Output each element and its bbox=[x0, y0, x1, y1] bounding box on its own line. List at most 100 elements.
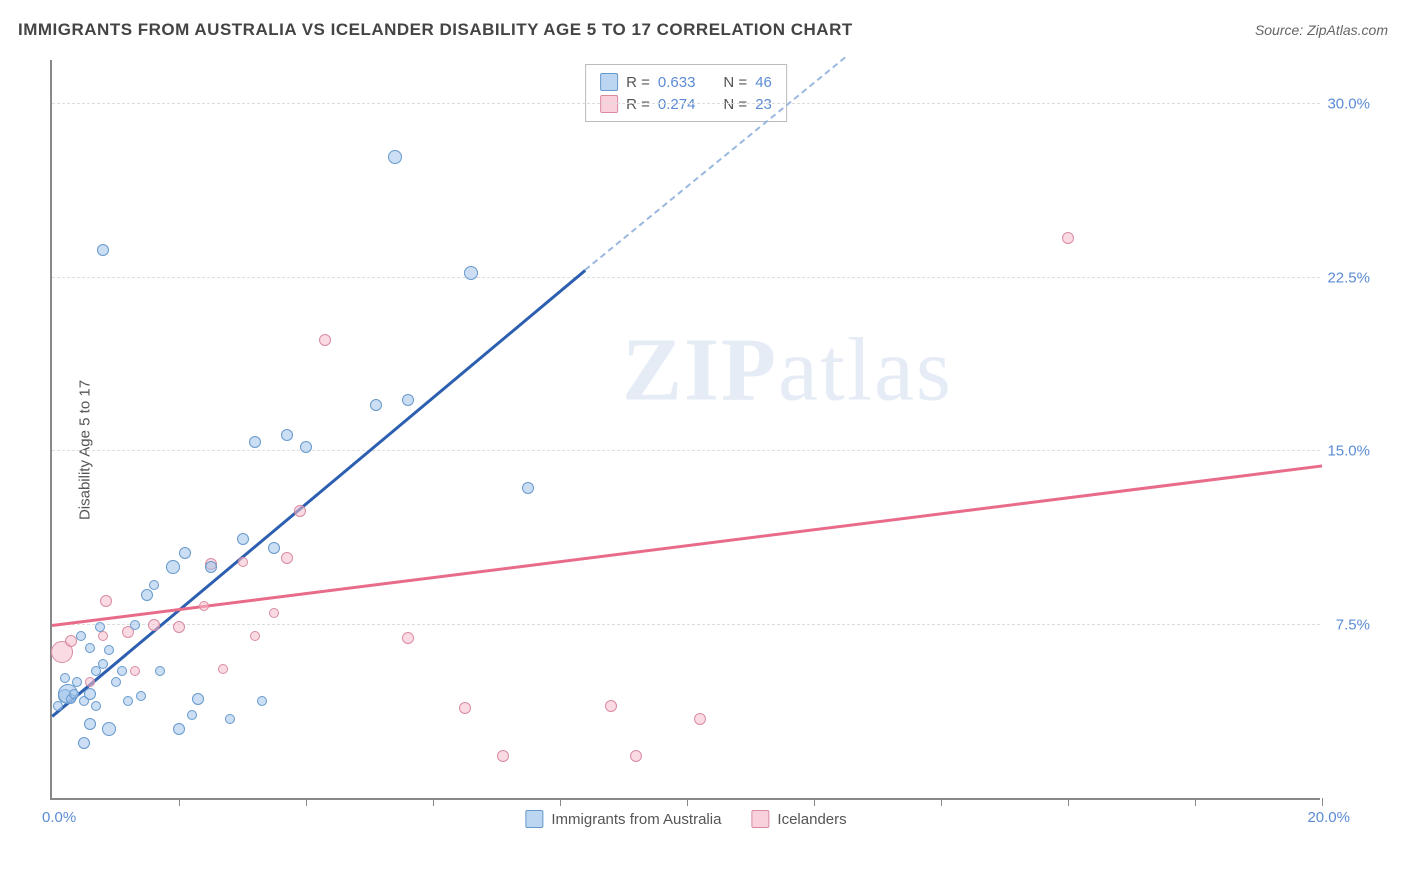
correlation-legend: R = 0.633 N = 46 R = 0.274 N = 23 bbox=[585, 64, 787, 122]
scatter-point-pink bbox=[605, 700, 617, 712]
x-tick bbox=[687, 798, 688, 806]
legend-label-pink: Icelanders bbox=[777, 811, 846, 828]
scatter-point-blue bbox=[78, 737, 90, 749]
gridline bbox=[52, 103, 1320, 104]
source-attribution: Source: ZipAtlas.com bbox=[1255, 22, 1388, 38]
gridline bbox=[52, 450, 1320, 451]
x-tick bbox=[433, 798, 434, 806]
scatter-point-pink bbox=[402, 632, 414, 644]
legend-item-blue: Immigrants from Australia bbox=[525, 810, 721, 828]
y-tick-label: 15.0% bbox=[1327, 443, 1370, 460]
scatter-point-blue bbox=[237, 533, 249, 545]
scatter-point-blue bbox=[300, 441, 312, 453]
trendline-pink bbox=[52, 465, 1322, 627]
legend-swatch-blue-icon bbox=[525, 810, 543, 828]
scatter-point-blue bbox=[268, 542, 280, 554]
x-tick bbox=[1322, 798, 1323, 806]
r-value-blue: 0.633 bbox=[658, 74, 696, 91]
scatter-point-pink bbox=[281, 552, 293, 564]
scatter-point-blue bbox=[281, 429, 293, 441]
legend-item-pink: Icelanders bbox=[751, 810, 846, 828]
scatter-point-blue bbox=[141, 589, 153, 601]
trendline-blue bbox=[51, 269, 586, 717]
x-tick bbox=[560, 798, 561, 806]
scatter-point-pink bbox=[238, 557, 248, 567]
gridline bbox=[52, 277, 1320, 278]
scatter-point-blue bbox=[69, 689, 79, 699]
scatter-point-blue bbox=[205, 561, 217, 573]
scatter-point-blue bbox=[257, 696, 267, 706]
scatter-point-pink bbox=[130, 666, 140, 676]
scatter-point-blue bbox=[60, 673, 70, 683]
scatter-point-blue bbox=[149, 580, 159, 590]
scatter-point-blue bbox=[166, 560, 180, 574]
scatter-point-pink bbox=[98, 631, 108, 641]
scatter-point-pink bbox=[85, 677, 95, 687]
scatter-point-blue bbox=[111, 677, 121, 687]
scatter-point-blue bbox=[97, 244, 109, 256]
scatter-point-pink bbox=[630, 750, 642, 762]
legend-label-blue: Immigrants from Australia bbox=[551, 811, 721, 828]
source-label: Source: bbox=[1255, 22, 1303, 38]
scatter-point-blue bbox=[464, 266, 478, 280]
scatter-point-pink bbox=[218, 664, 228, 674]
chart-title: IMMIGRANTS FROM AUSTRALIA VS ICELANDER D… bbox=[18, 20, 853, 40]
scatter-point-blue bbox=[388, 150, 402, 164]
scatter-point-pink bbox=[319, 334, 331, 346]
x-axis-max-label: 20.0% bbox=[1307, 809, 1350, 826]
scatter-point-blue bbox=[123, 696, 133, 706]
legend-swatch-pink-icon bbox=[751, 810, 769, 828]
watermark-zip: ZIP bbox=[622, 320, 778, 419]
scatter-point-pink bbox=[148, 619, 160, 631]
scatter-point-blue bbox=[84, 718, 96, 730]
x-tick bbox=[941, 798, 942, 806]
scatter-point-pink bbox=[694, 713, 706, 725]
scatter-point-blue bbox=[187, 710, 197, 720]
scatter-point-blue bbox=[76, 631, 86, 641]
scatter-point-blue bbox=[102, 722, 116, 736]
scatter-point-blue bbox=[192, 693, 204, 705]
scatter-point-blue bbox=[72, 677, 82, 687]
scatter-point-pink bbox=[250, 631, 260, 641]
scatter-point-blue bbox=[179, 547, 191, 559]
scatter-point-pink bbox=[459, 702, 471, 714]
y-tick-label: 7.5% bbox=[1336, 616, 1370, 633]
scatter-point-blue bbox=[249, 436, 261, 448]
scatter-point-blue bbox=[370, 399, 382, 411]
scatter-point-blue bbox=[91, 701, 101, 711]
r-label: R = bbox=[626, 74, 650, 91]
plot-area: ZIPatlas R = 0.633 N = 46 R = 0.274 N = … bbox=[50, 60, 1320, 800]
scatter-point-blue bbox=[95, 622, 105, 632]
series-legend: Immigrants from Australia Icelanders bbox=[525, 810, 846, 828]
n-label: N = bbox=[723, 74, 747, 91]
x-tick bbox=[306, 798, 307, 806]
source-name: ZipAtlas.com bbox=[1307, 22, 1388, 38]
scatter-point-blue bbox=[130, 620, 140, 630]
scatter-point-pink bbox=[100, 595, 112, 607]
watermark: ZIPatlas bbox=[622, 318, 953, 421]
scatter-point-pink bbox=[199, 601, 209, 611]
scatter-point-pink bbox=[1062, 232, 1074, 244]
chart-container: Disability Age 5 to 17 ZIPatlas R = 0.63… bbox=[50, 60, 1360, 840]
legend-row-blue: R = 0.633 N = 46 bbox=[600, 71, 772, 93]
scatter-point-blue bbox=[155, 666, 165, 676]
scatter-point-blue bbox=[136, 691, 146, 701]
scatter-point-pink bbox=[294, 505, 306, 517]
swatch-blue-icon bbox=[600, 73, 618, 91]
x-tick bbox=[1068, 798, 1069, 806]
scatter-point-blue bbox=[117, 666, 127, 676]
scatter-point-blue bbox=[402, 394, 414, 406]
x-tick bbox=[179, 798, 180, 806]
x-tick bbox=[814, 798, 815, 806]
gridline bbox=[52, 624, 1320, 625]
scatter-point-blue bbox=[173, 723, 185, 735]
scatter-point-pink bbox=[497, 750, 509, 762]
n-value-blue: 46 bbox=[755, 74, 772, 91]
x-tick bbox=[1195, 798, 1196, 806]
scatter-point-pink bbox=[173, 621, 185, 633]
y-tick-label: 30.0% bbox=[1327, 96, 1370, 113]
scatter-point-blue bbox=[225, 714, 235, 724]
scatter-point-blue bbox=[84, 688, 96, 700]
y-tick-label: 22.5% bbox=[1327, 269, 1370, 286]
scatter-point-blue bbox=[522, 482, 534, 494]
